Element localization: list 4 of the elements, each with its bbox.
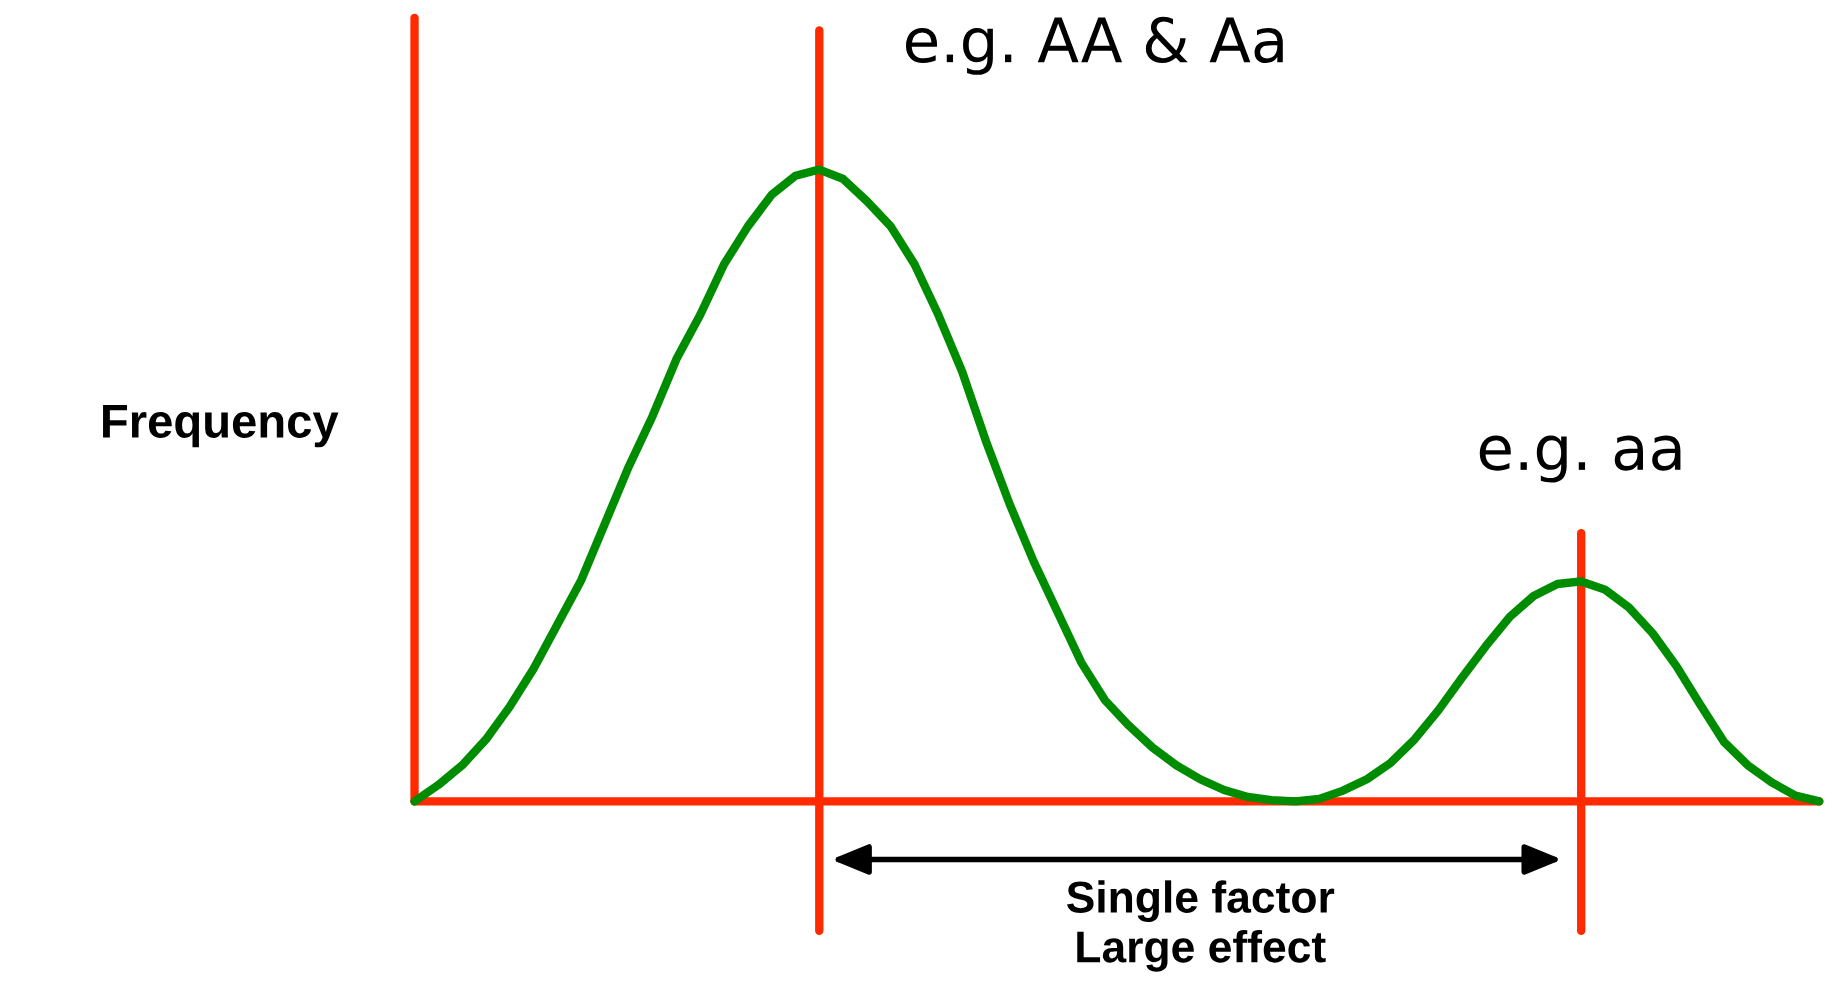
text: Single factor Large effect (1066, 880, 1335, 972)
annotation: e.g. aa (1479, 435, 1681, 483)
y-axis-title: Frequency (103, 405, 339, 448)
text: e.g. AA & Aa (906, 16, 1283, 75)
